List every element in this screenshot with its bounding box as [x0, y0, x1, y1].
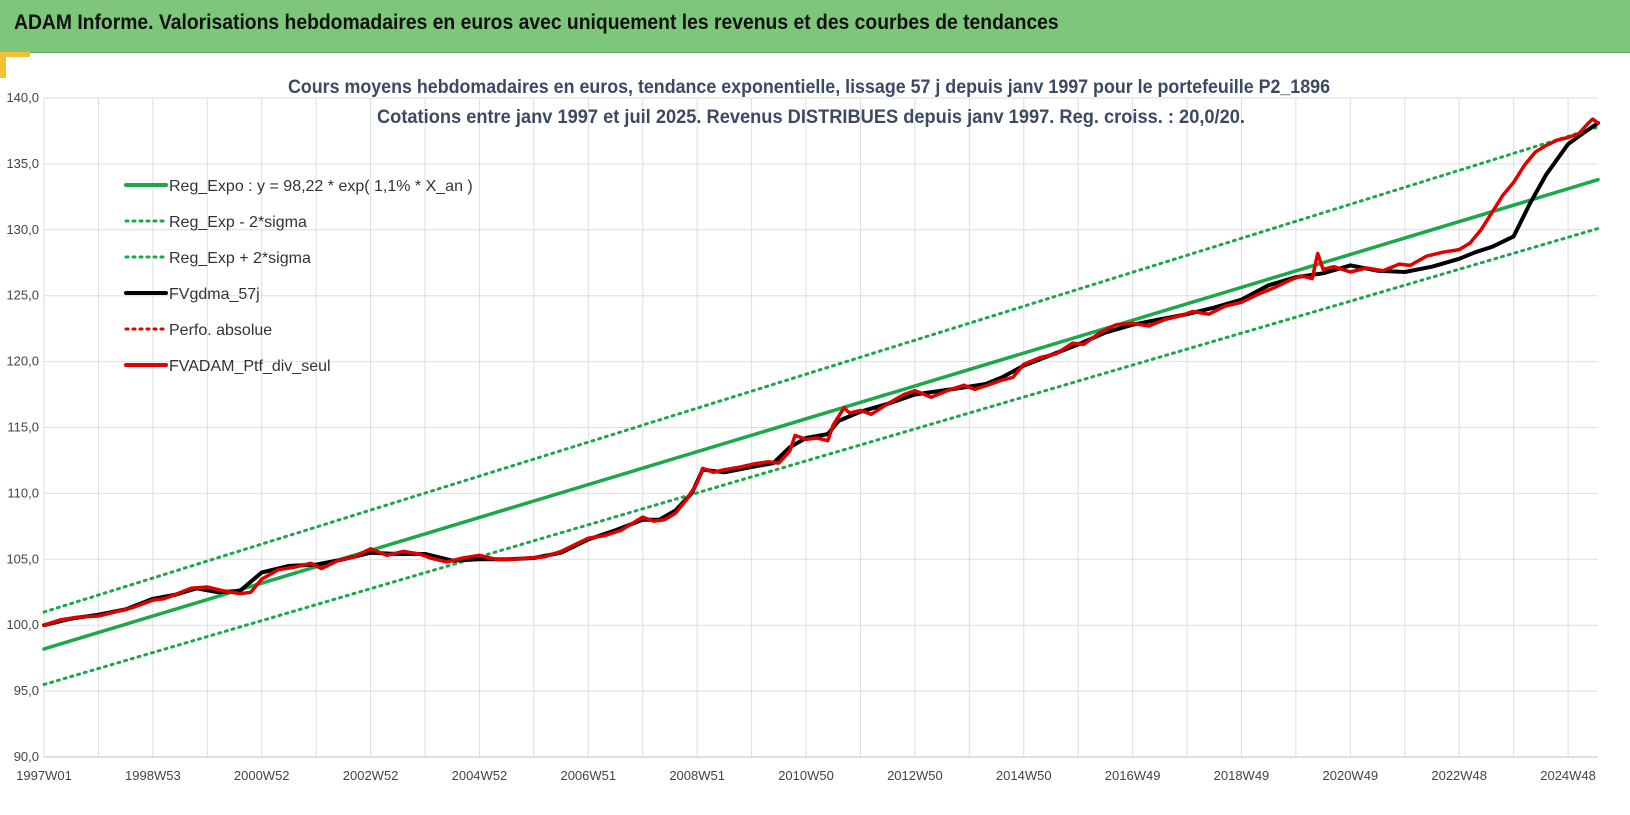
- legend-label-3: FVgdma_57j: [169, 286, 260, 303]
- x-tick-label: 2024W48: [1540, 768, 1596, 783]
- x-tick-label: 1998W53: [125, 768, 181, 783]
- y-tick-label: 110,0: [7, 485, 39, 500]
- x-tick-label: 2002W52: [343, 768, 399, 783]
- x-tick-label: 2014W50: [996, 768, 1052, 783]
- x-tick-label: 2022W48: [1431, 768, 1487, 783]
- series-line-2: [42, 125, 1600, 614]
- series-line-0: [42, 177, 1600, 651]
- chart-title-line-1: Cours moyens hebdomadaires en euros, ten…: [288, 77, 1330, 98]
- y-tick-label: 125,0: [6, 288, 39, 303]
- x-tick-label: 2006W51: [560, 768, 616, 783]
- legend-label-2: Reg_Exp + 2*sigma: [169, 250, 311, 267]
- x-tick-label: 2008W51: [669, 768, 725, 783]
- y-tick-label: 105,0: [6, 551, 39, 566]
- header-bar: ADAM Informe. Valorisations hebdomadaire…: [0, 0, 1630, 53]
- y-tick-label: 130,0: [6, 222, 39, 237]
- x-tick-label: 2000W52: [234, 768, 290, 783]
- legend-label-5: FVADAM_Ptf_div_seul: [169, 358, 331, 375]
- grid: [43, 97, 1598, 758]
- chart-title: Cours moyens hebdomadaires en euros, ten…: [288, 77, 1330, 128]
- y-tick-label: 95,0: [14, 683, 39, 698]
- legend-label-4: Perfo. absolue: [169, 322, 272, 339]
- axes: 90,0 95,0 100,0 105,0 110,0 115,0 120,0 125,0 13…: [6, 90, 1598, 783]
- x-tick-label: 2018W49: [1214, 768, 1270, 783]
- series-line-5: [42, 117, 1600, 627]
- y-tick-label: 90,0: [14, 749, 39, 764]
- series-line-1: [42, 227, 1600, 686]
- legend-label-0: Reg_Expo : y = 98,22 * exp( 1,1% * X_an …: [169, 178, 473, 195]
- y-tick-label: 140,0: [6, 90, 39, 105]
- corner-accent-vertical: [0, 52, 6, 78]
- y-tick-label: 100,0: [6, 617, 39, 632]
- x-tick-label: 2004W52: [452, 768, 508, 783]
- x-tick-label: 2012W50: [887, 768, 943, 783]
- x-tick-label: 2020W49: [1323, 768, 1379, 783]
- corner-accent-horizontal: [0, 52, 30, 57]
- legend-label-1: Reg_Exp - 2*sigma: [169, 214, 307, 231]
- x-tick-label: 1997W01: [16, 768, 72, 783]
- chart-title-line-2: Cotations entre janv 1997 et juil 2025. …: [377, 107, 1245, 128]
- y-tick-label: 135,0: [6, 156, 39, 171]
- series: [42, 117, 1600, 686]
- legend: Reg_Expo : y = 98,22 * exp( 1,1% * X_an …: [124, 178, 473, 375]
- y-tick-label: 115,0: [7, 420, 39, 435]
- x-tick-label: 2016W49: [1105, 768, 1161, 783]
- x-tick-label: 2010W50: [778, 768, 834, 783]
- y-tick-label: 120,0: [6, 354, 39, 369]
- page-title: ADAM Informe. Valorisations hebdomadaire…: [14, 11, 1059, 34]
